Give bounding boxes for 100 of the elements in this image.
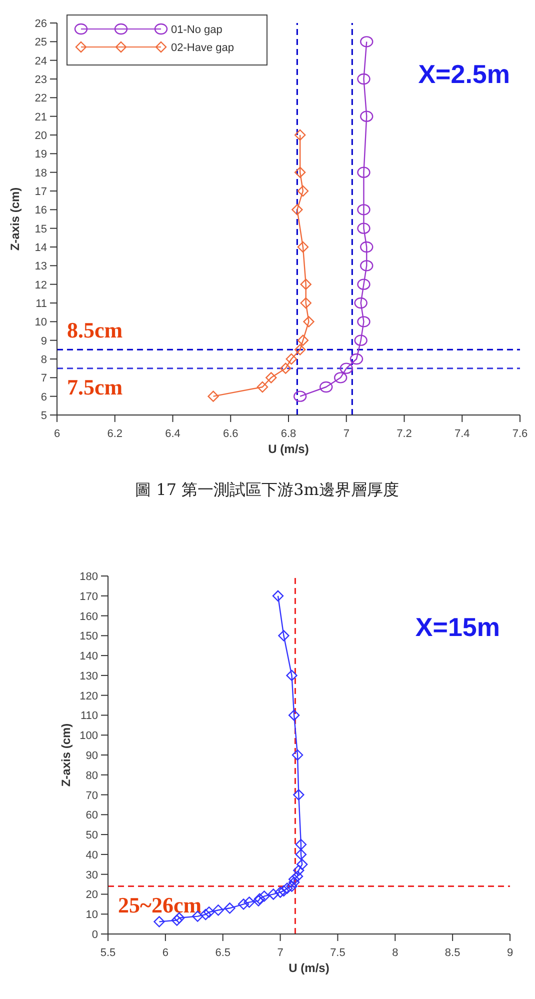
point bbox=[294, 344, 306, 356]
annotation: X=2.5m bbox=[418, 59, 510, 89]
point bbox=[297, 185, 309, 197]
y-tick-label: 6 bbox=[40, 391, 47, 404]
y-tick-label: 20 bbox=[86, 889, 98, 902]
y-tick-label: 14 bbox=[34, 242, 47, 254]
y-tick-label: 15 bbox=[34, 223, 47, 236]
y-tick-label: 11 bbox=[36, 298, 47, 310]
y-tick-label: 19 bbox=[34, 148, 47, 161]
y-tick-label: 12 bbox=[34, 279, 47, 292]
x-tick-label: 6.6 bbox=[222, 428, 238, 440]
point bbox=[360, 36, 374, 48]
point bbox=[297, 241, 309, 253]
point bbox=[340, 362, 353, 374]
y-tick-label: 18 bbox=[34, 167, 47, 180]
y-tick-label: 7 bbox=[40, 372, 47, 385]
y-tick-label: 180 bbox=[80, 571, 98, 583]
y-tick-label: 16 bbox=[34, 204, 47, 217]
y-tick-label: 140 bbox=[80, 650, 98, 663]
x-tick-label: 6.4 bbox=[165, 428, 180, 440]
point bbox=[293, 864, 304, 876]
x-axis-title: U (m/s) bbox=[268, 442, 309, 456]
y-tick-label: 25 bbox=[34, 36, 47, 49]
x-tick-label: 9 bbox=[506, 947, 514, 959]
point bbox=[292, 870, 304, 882]
point bbox=[286, 353, 297, 365]
y-tick-label: 10 bbox=[34, 316, 47, 329]
point bbox=[360, 241, 374, 253]
x-tick-label: 7.2 bbox=[396, 428, 412, 440]
x-tick-label: 7 bbox=[343, 428, 350, 440]
point bbox=[274, 886, 286, 898]
point bbox=[288, 876, 300, 888]
y-tick-label: 24 bbox=[34, 55, 47, 68]
point bbox=[357, 73, 370, 85]
point bbox=[293, 390, 307, 402]
x-tick-label: 6 bbox=[162, 947, 168, 959]
y-tick-label: 30 bbox=[86, 869, 98, 882]
caption: 圖 17 第一測試區下游3m邊界層厚度 bbox=[135, 480, 399, 499]
point bbox=[354, 297, 368, 309]
annotation: X=15m bbox=[415, 612, 500, 642]
y-axis-title: Z-axis (cm) bbox=[8, 187, 22, 251]
y-tick-label: 21 bbox=[34, 111, 47, 124]
point bbox=[203, 906, 215, 918]
point bbox=[286, 670, 298, 682]
point bbox=[357, 204, 370, 216]
point bbox=[208, 390, 219, 402]
point bbox=[272, 590, 284, 602]
y-tick-label: 8 bbox=[40, 354, 47, 366]
point bbox=[360, 260, 374, 272]
point bbox=[258, 890, 270, 902]
x-axis-title: U (m/s) bbox=[288, 961, 330, 975]
point bbox=[200, 908, 212, 920]
ref-line-label: 7.5cm bbox=[67, 374, 123, 400]
x-tick-label: 8 bbox=[392, 947, 398, 959]
point bbox=[278, 630, 290, 642]
point bbox=[295, 848, 307, 860]
point bbox=[244, 896, 255, 908]
y-tick-label: 90 bbox=[86, 750, 98, 762]
x-tick-label: 7.5 bbox=[330, 947, 346, 959]
point bbox=[303, 316, 314, 328]
point bbox=[320, 381, 333, 393]
x-tick-label: 6.5 bbox=[215, 947, 231, 959]
legend-label: 01-No gap bbox=[171, 24, 222, 36]
point bbox=[292, 749, 304, 761]
x-tick-label: 8.5 bbox=[444, 947, 460, 959]
point bbox=[357, 278, 370, 290]
point bbox=[174, 912, 185, 924]
ref-line-label: 25~26cm bbox=[118, 892, 202, 918]
point bbox=[354, 334, 368, 346]
point bbox=[154, 916, 165, 928]
point bbox=[171, 914, 183, 926]
y-tick-label: 5 bbox=[40, 410, 47, 422]
x-tick-label: 7.6 bbox=[512, 428, 528, 440]
point bbox=[357, 166, 370, 178]
y-tick-label: 20 bbox=[34, 130, 47, 142]
y-tick-label: 70 bbox=[86, 790, 98, 802]
point bbox=[268, 888, 279, 900]
ref-line-label: 8.5cm bbox=[67, 318, 123, 343]
point bbox=[238, 898, 250, 910]
point bbox=[278, 885, 290, 896]
y-tick-label: 26 bbox=[34, 18, 47, 30]
point bbox=[294, 129, 306, 141]
point bbox=[296, 858, 308, 870]
point bbox=[300, 297, 312, 309]
point bbox=[288, 710, 300, 721]
point bbox=[224, 902, 236, 914]
point bbox=[360, 110, 374, 122]
y-tick-label: 170 bbox=[80, 590, 98, 603]
y-tick-label: 10 bbox=[86, 909, 98, 922]
y-tick-label: 22 bbox=[34, 92, 47, 105]
point bbox=[212, 904, 224, 916]
y-tick-label: 130 bbox=[80, 670, 98, 682]
point bbox=[334, 372, 348, 384]
y-tick-label: 120 bbox=[80, 690, 98, 702]
point bbox=[280, 362, 292, 374]
point bbox=[292, 204, 303, 216]
y-tick-label: 17 bbox=[34, 186, 47, 198]
y-tick-label: 9 bbox=[40, 335, 47, 348]
y-tick-label: 23 bbox=[34, 74, 47, 86]
point bbox=[294, 166, 306, 178]
